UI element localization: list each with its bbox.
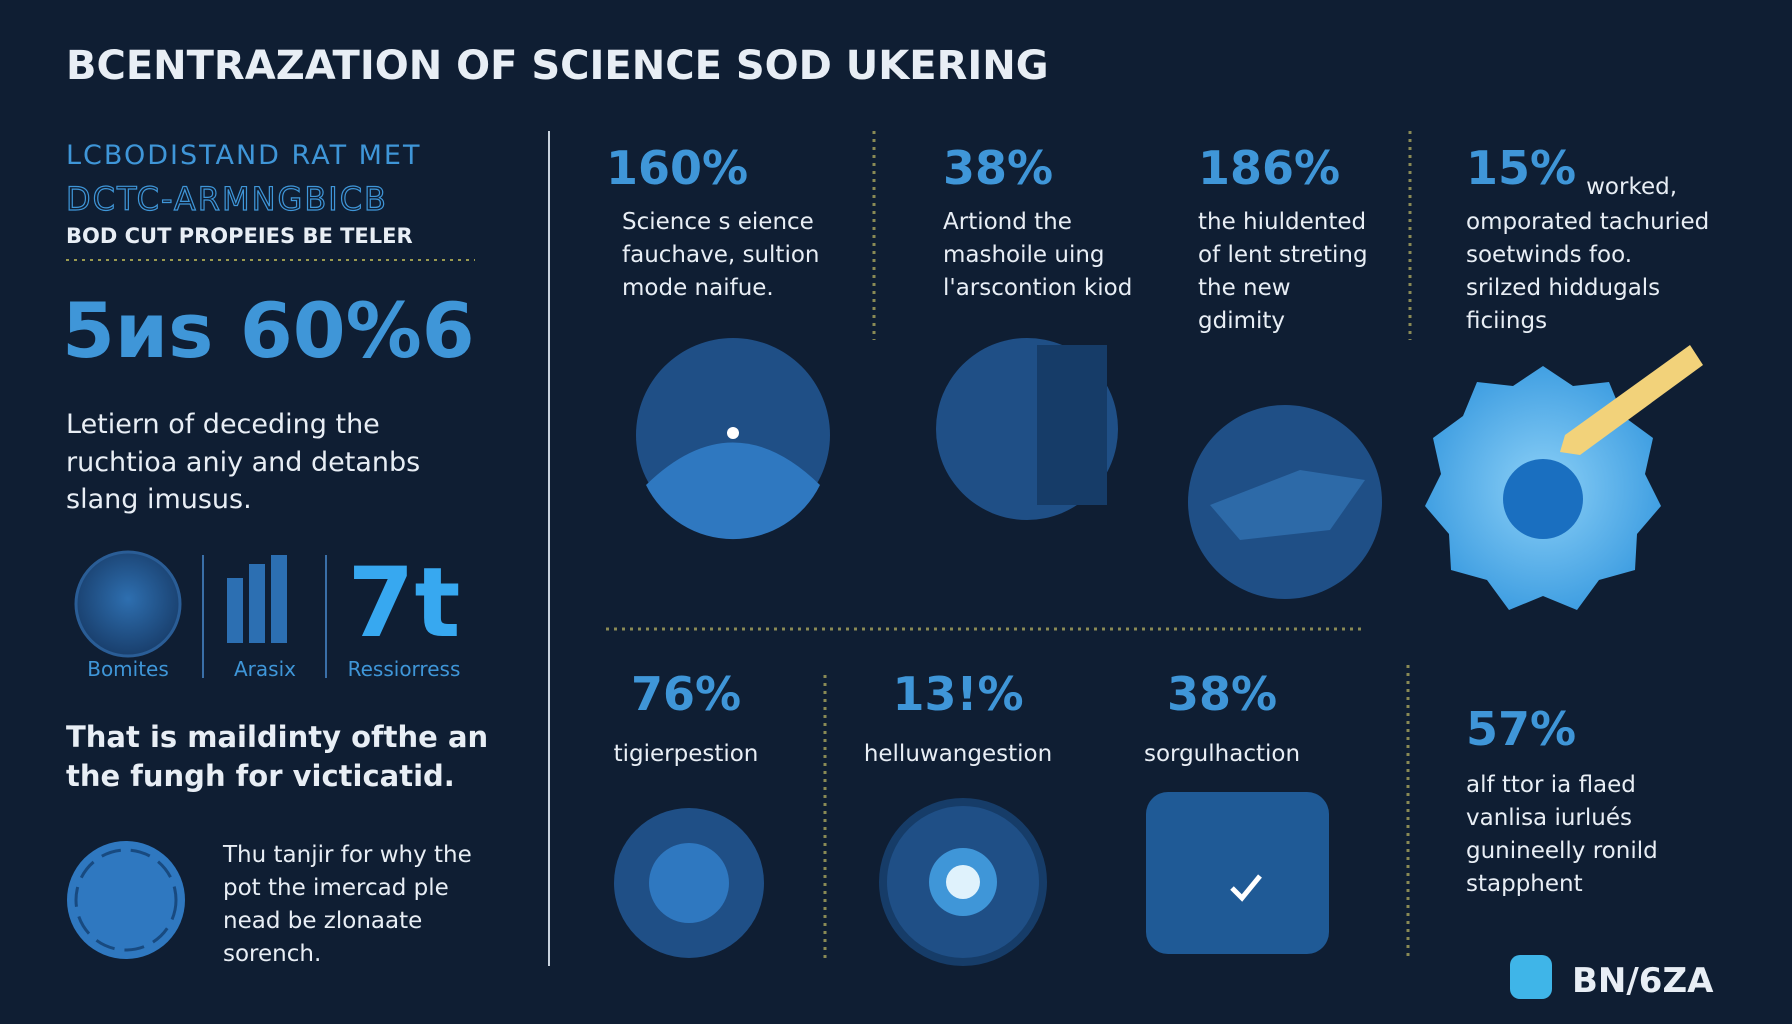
pencil bbox=[1560, 345, 1703, 455]
stat-text: ficiings bbox=[1466, 308, 1547, 334]
stat-label: helluwangestion bbox=[864, 741, 1052, 767]
tagline: BOD CUT PROPEIES BE TELER bbox=[66, 224, 413, 248]
stat-text: soetwinds foo. bbox=[1466, 242, 1632, 268]
stat-value: 38% bbox=[1167, 667, 1277, 721]
globe-icon bbox=[74, 550, 182, 658]
illustration-map bbox=[1210, 470, 1365, 540]
stat-label: tigierpestion bbox=[614, 741, 759, 767]
icon-label: Arasix bbox=[234, 657, 296, 681]
illustration-box bbox=[1146, 792, 1329, 954]
stat-value: 160% bbox=[606, 141, 748, 195]
title: BCENTRAZATION OF SCIENCE SOD UKERING bbox=[66, 43, 1049, 89]
stat-value: 15% bbox=[1466, 141, 1576, 195]
stat-text: vanlisa iurlués bbox=[1466, 805, 1632, 831]
stat-value: 13!% bbox=[892, 667, 1023, 721]
stat-value: 76% bbox=[631, 667, 741, 721]
paragraph-line: slang imusus. bbox=[66, 484, 252, 515]
stat-value: 38% bbox=[943, 141, 1053, 195]
note-icon bbox=[67, 841, 185, 959]
note-line: Thu tanjir for why the bbox=[222, 842, 472, 868]
stat-aside: worked, bbox=[1586, 174, 1677, 200]
stat-text: mashoile uing bbox=[943, 242, 1105, 268]
statement-line: That is maildinty ofthe an bbox=[66, 720, 488, 754]
stat-text: the hiuldented bbox=[1198, 209, 1366, 235]
note-line: sorench. bbox=[223, 941, 321, 967]
illustration-dot bbox=[727, 427, 739, 439]
logo-icon bbox=[1510, 955, 1552, 999]
illustration-hill bbox=[646, 442, 820, 540]
big-stat: 5иs 60%6 bbox=[62, 286, 475, 375]
paragraph-line: ruchtioa aniy and detanbs bbox=[66, 447, 420, 478]
illustration-dot bbox=[946, 865, 980, 899]
stat-label: sorgulhaction bbox=[1144, 741, 1300, 767]
stat-text: alf ttor ia flaed bbox=[1466, 772, 1636, 798]
note-line: nead be zlonaate bbox=[223, 908, 422, 934]
stat-text: l'arscontion kiod bbox=[943, 275, 1132, 301]
stat-text: Artiond the bbox=[943, 209, 1072, 235]
subtitle: DCTC-ARMNGBICB bbox=[66, 180, 388, 218]
stat-text: srilzed hiddugals bbox=[1466, 275, 1660, 301]
illustration-core bbox=[1503, 459, 1583, 539]
stat-value: 186% bbox=[1198, 141, 1340, 195]
stat-text: gdimity bbox=[1198, 308, 1285, 334]
kicker: LCBODISTAND RAT MET bbox=[66, 140, 422, 171]
stat-text: fauchave, sultion bbox=[622, 242, 819, 268]
stat-text: gunineelly ronild bbox=[1466, 838, 1658, 864]
paragraph-line: Letiern of deceding the bbox=[66, 409, 380, 440]
illustration-core bbox=[649, 843, 729, 923]
stat-value: 57% bbox=[1466, 702, 1576, 756]
checkmark bbox=[1230, 874, 1262, 902]
statement-line: the fungh for victicatid. bbox=[66, 759, 455, 793]
stat-text: Science s eience bbox=[622, 209, 814, 235]
illustration-panel bbox=[1037, 345, 1107, 505]
icon-stat: 7t bbox=[348, 547, 461, 659]
logo: BN/6ZA bbox=[1572, 961, 1714, 1001]
stat-text: stapphent bbox=[1466, 871, 1583, 897]
note-icon-ring bbox=[74, 848, 178, 952]
icon-label: Bomites bbox=[87, 657, 169, 681]
stat-text: of lent streting bbox=[1198, 242, 1368, 268]
stat-text: mode naifue. bbox=[622, 275, 774, 301]
stat-text: omporated tachuried bbox=[1466, 209, 1709, 235]
note-line: pot the imercad ple bbox=[223, 875, 449, 901]
stat-text: the new bbox=[1198, 275, 1291, 301]
icon-label: Ressiorress bbox=[348, 657, 461, 681]
bars-icon bbox=[227, 555, 287, 643]
